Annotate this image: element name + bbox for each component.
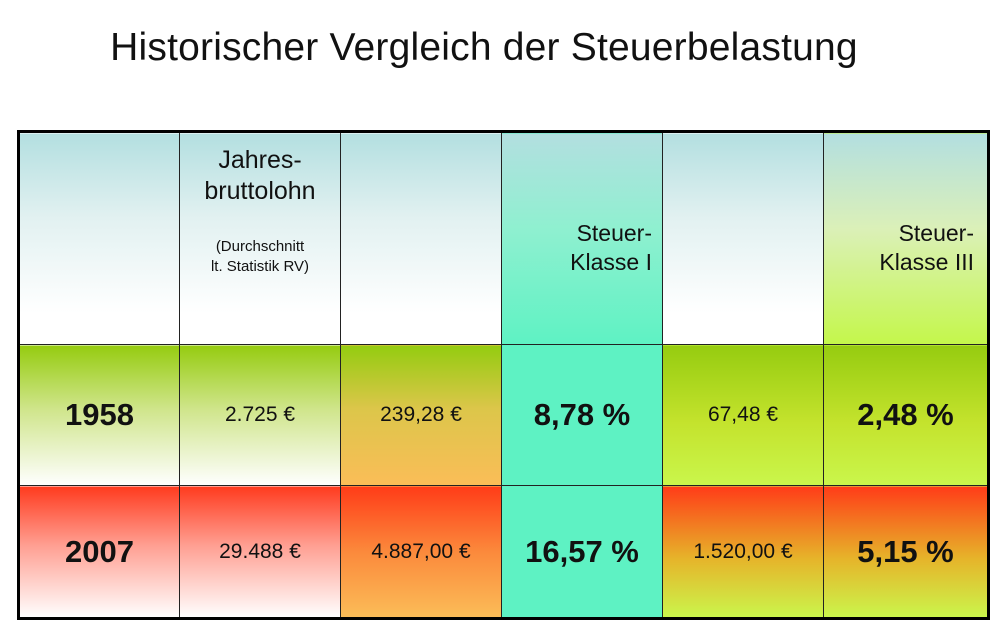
header-k3-line2: Klasse III (879, 249, 974, 275)
header-k1-line2: Klasse I (570, 249, 652, 275)
tax-comparison-table: Jahres- bruttolohn (Durchschnitt lt. Sta… (17, 130, 990, 620)
header-klasse-1-label: Steuer- Klasse I (502, 219, 662, 277)
page-title: Historischer Vergleich der Steuerbelastu… (110, 26, 858, 69)
salary-cell: 2.725 € (179, 344, 341, 486)
header-cell-klasse-3: Steuer- Klasse III (823, 131, 989, 345)
header-cell-salary: Jahres- bruttolohn (Durchschnitt lt. Sta… (179, 131, 341, 345)
tax-k3-cell: 67,48 € (662, 344, 824, 486)
pct-k3-cell: 5,15 % (823, 485, 989, 619)
year-cell: 2007 (18, 485, 180, 619)
header-cell-klasse-1: Steuer- Klasse I (501, 131, 663, 345)
tax-k3-cell: 1.520,00 € (662, 485, 824, 619)
tax-k1-cell: 4.887,00 € (340, 485, 502, 619)
header-salary-title: Jahres- bruttolohn (180, 145, 340, 207)
header-k1-line1: Steuer- (576, 220, 652, 246)
pct-k1-cell: 8,78 % (501, 344, 663, 486)
header-cell-tax-k3 (662, 131, 824, 345)
header-cell-tax-k1 (340, 131, 502, 345)
table-row-2007: 2007 29.488 € 4.887,00 € 16,57 % 1.520,0… (18, 485, 989, 619)
year-cell: 1958 (18, 344, 180, 486)
table-row-1958: 1958 2.725 € 239,28 € 8,78 % 67,48 € 2,4… (18, 344, 989, 486)
table-header-row: Jahres- bruttolohn (Durchschnitt lt. Sta… (18, 131, 989, 345)
header-klasse-3-label: Steuer- Klasse III (824, 219, 987, 277)
pct-k3-cell: 2,48 % (823, 344, 989, 486)
header-salary-line1: Jahres- (218, 146, 302, 174)
header-cell-year (18, 131, 180, 345)
salary-cell: 29.488 € (179, 485, 341, 619)
header-salary-line2: bruttolohn (204, 177, 316, 205)
header-note-line1: (Durchschnitt (215, 238, 305, 255)
tax-k1-cell: 239,28 € (340, 344, 502, 486)
header-k3-line1: Steuer- (898, 220, 974, 246)
header-note-line2: lt. Statistik RV) (210, 258, 310, 275)
header-salary-note: (Durchschnitt lt. Statistik RV) (180, 237, 340, 277)
pct-k1-cell: 16,57 % (501, 485, 663, 619)
